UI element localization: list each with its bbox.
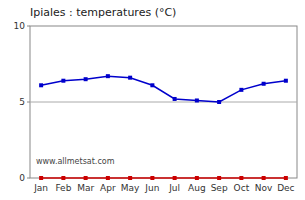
x-tick-label: Oct — [234, 183, 250, 193]
x-tick-label: Aug — [188, 183, 206, 193]
x-tick-label: Feb — [55, 183, 71, 193]
x-tick-label: Jul — [168, 183, 180, 193]
y-tick — [27, 26, 30, 27]
x-tick-label: Sep — [211, 183, 228, 193]
series-line — [41, 76, 286, 102]
point — [217, 176, 221, 180]
chart: Ipiales : temperatures (°C) 0 5 10 Jan Feb Mar… — [0, 0, 305, 200]
x-tick-label: Apr — [100, 183, 116, 193]
point — [262, 176, 266, 180]
point — [128, 176, 132, 180]
point — [284, 79, 288, 83]
point — [150, 176, 154, 180]
y-tick — [27, 102, 30, 103]
point — [39, 176, 43, 180]
point — [39, 83, 43, 87]
y-tick-label: 5 — [19, 97, 25, 107]
point — [173, 176, 177, 180]
point — [128, 76, 132, 80]
plot-frame — [30, 26, 297, 178]
plot-area — [30, 74, 297, 180]
y-tick — [27, 178, 30, 179]
x-tick-label: Jun — [144, 183, 159, 193]
series-line — [41, 177, 286, 179]
point — [173, 97, 177, 101]
point — [284, 176, 288, 180]
y-tick-label: 0 — [19, 173, 25, 183]
chart-container: Ipiales : temperatures (°C) 0 5 10 Jan Feb Mar… — [0, 0, 305, 200]
point — [239, 176, 243, 180]
title: Ipiales : temperatures (°C) — [30, 6, 176, 19]
point — [61, 79, 65, 83]
point — [239, 88, 243, 92]
point — [195, 176, 199, 180]
point — [217, 100, 221, 104]
x-tick-label: Mar — [77, 183, 94, 193]
reference-line — [30, 102, 297, 103]
point — [61, 176, 65, 180]
point — [84, 77, 88, 81]
x-tick-label: May — [121, 183, 140, 193]
point — [150, 83, 154, 87]
y-tick-label: 10 — [14, 21, 26, 31]
point — [106, 176, 110, 180]
annotation: www.allmetsat.com — [36, 157, 115, 166]
x-tick-label: Dec — [277, 183, 294, 193]
x-tick-label: Nov — [255, 183, 273, 193]
x-tick-label: Jan — [33, 183, 48, 193]
point — [84, 176, 88, 180]
point — [106, 74, 110, 78]
point — [262, 82, 266, 86]
point — [195, 98, 199, 102]
